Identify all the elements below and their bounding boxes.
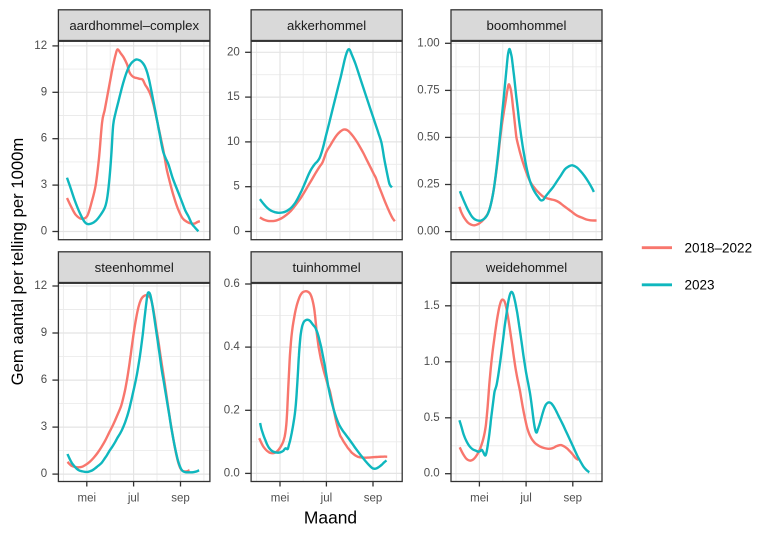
svg-text:mei: mei	[271, 493, 290, 505]
svg-text:aardhommel–complex: aardhommel–complex	[69, 18, 199, 33]
svg-text:0.0: 0.0	[424, 468, 440, 480]
svg-text:mei: mei	[78, 493, 97, 505]
svg-text:0: 0	[41, 226, 47, 238]
svg-text:0.2: 0.2	[224, 404, 240, 416]
svg-text:sep: sep	[171, 493, 190, 505]
svg-text:1.5: 1.5	[424, 300, 440, 312]
svg-text:Maand: Maand	[304, 508, 357, 528]
svg-text:3: 3	[41, 179, 47, 191]
svg-text:0.6: 0.6	[224, 278, 240, 290]
svg-text:5: 5	[233, 181, 239, 193]
svg-text:0: 0	[233, 226, 239, 238]
svg-text:Gem aantal per telling per 100: Gem aantal per telling per 1000m	[8, 138, 27, 386]
svg-text:0.50: 0.50	[417, 131, 439, 143]
svg-text:sep: sep	[364, 493, 383, 505]
svg-text:weidehommel: weidehommel	[485, 260, 567, 275]
svg-text:0.4: 0.4	[224, 341, 241, 353]
svg-text:steenhommel: steenhommel	[95, 260, 174, 275]
svg-text:15: 15	[227, 91, 240, 103]
svg-text:jul: jul	[519, 493, 532, 505]
svg-text:20: 20	[227, 46, 240, 58]
svg-text:3: 3	[41, 421, 47, 433]
svg-text:boomhommel: boomhommel	[487, 18, 567, 33]
svg-text:10: 10	[227, 136, 240, 148]
svg-text:9: 9	[41, 86, 47, 98]
svg-text:1.00: 1.00	[417, 37, 439, 49]
svg-text:2023: 2023	[685, 278, 715, 293]
svg-text:jul: jul	[320, 493, 333, 505]
svg-text:12: 12	[34, 40, 47, 52]
svg-text:9: 9	[41, 327, 47, 339]
svg-text:0: 0	[41, 468, 47, 480]
svg-text:6: 6	[41, 133, 47, 145]
svg-text:sep: sep	[564, 493, 583, 505]
svg-text:0.00: 0.00	[417, 226, 439, 238]
svg-text:mei: mei	[470, 493, 489, 505]
svg-text:0.0: 0.0	[224, 467, 240, 479]
svg-text:2018–2022: 2018–2022	[685, 240, 753, 255]
svg-text:12: 12	[34, 280, 47, 292]
svg-text:0.5: 0.5	[424, 412, 440, 424]
svg-text:0.25: 0.25	[417, 179, 439, 191]
svg-text:1.0: 1.0	[424, 356, 440, 368]
svg-text:0.75: 0.75	[417, 84, 439, 96]
svg-text:6: 6	[41, 374, 47, 386]
svg-text:tuinhommel: tuinhommel	[293, 260, 361, 275]
svg-text:jul: jul	[127, 493, 140, 505]
svg-text:akkerhommel: akkerhommel	[287, 18, 366, 33]
